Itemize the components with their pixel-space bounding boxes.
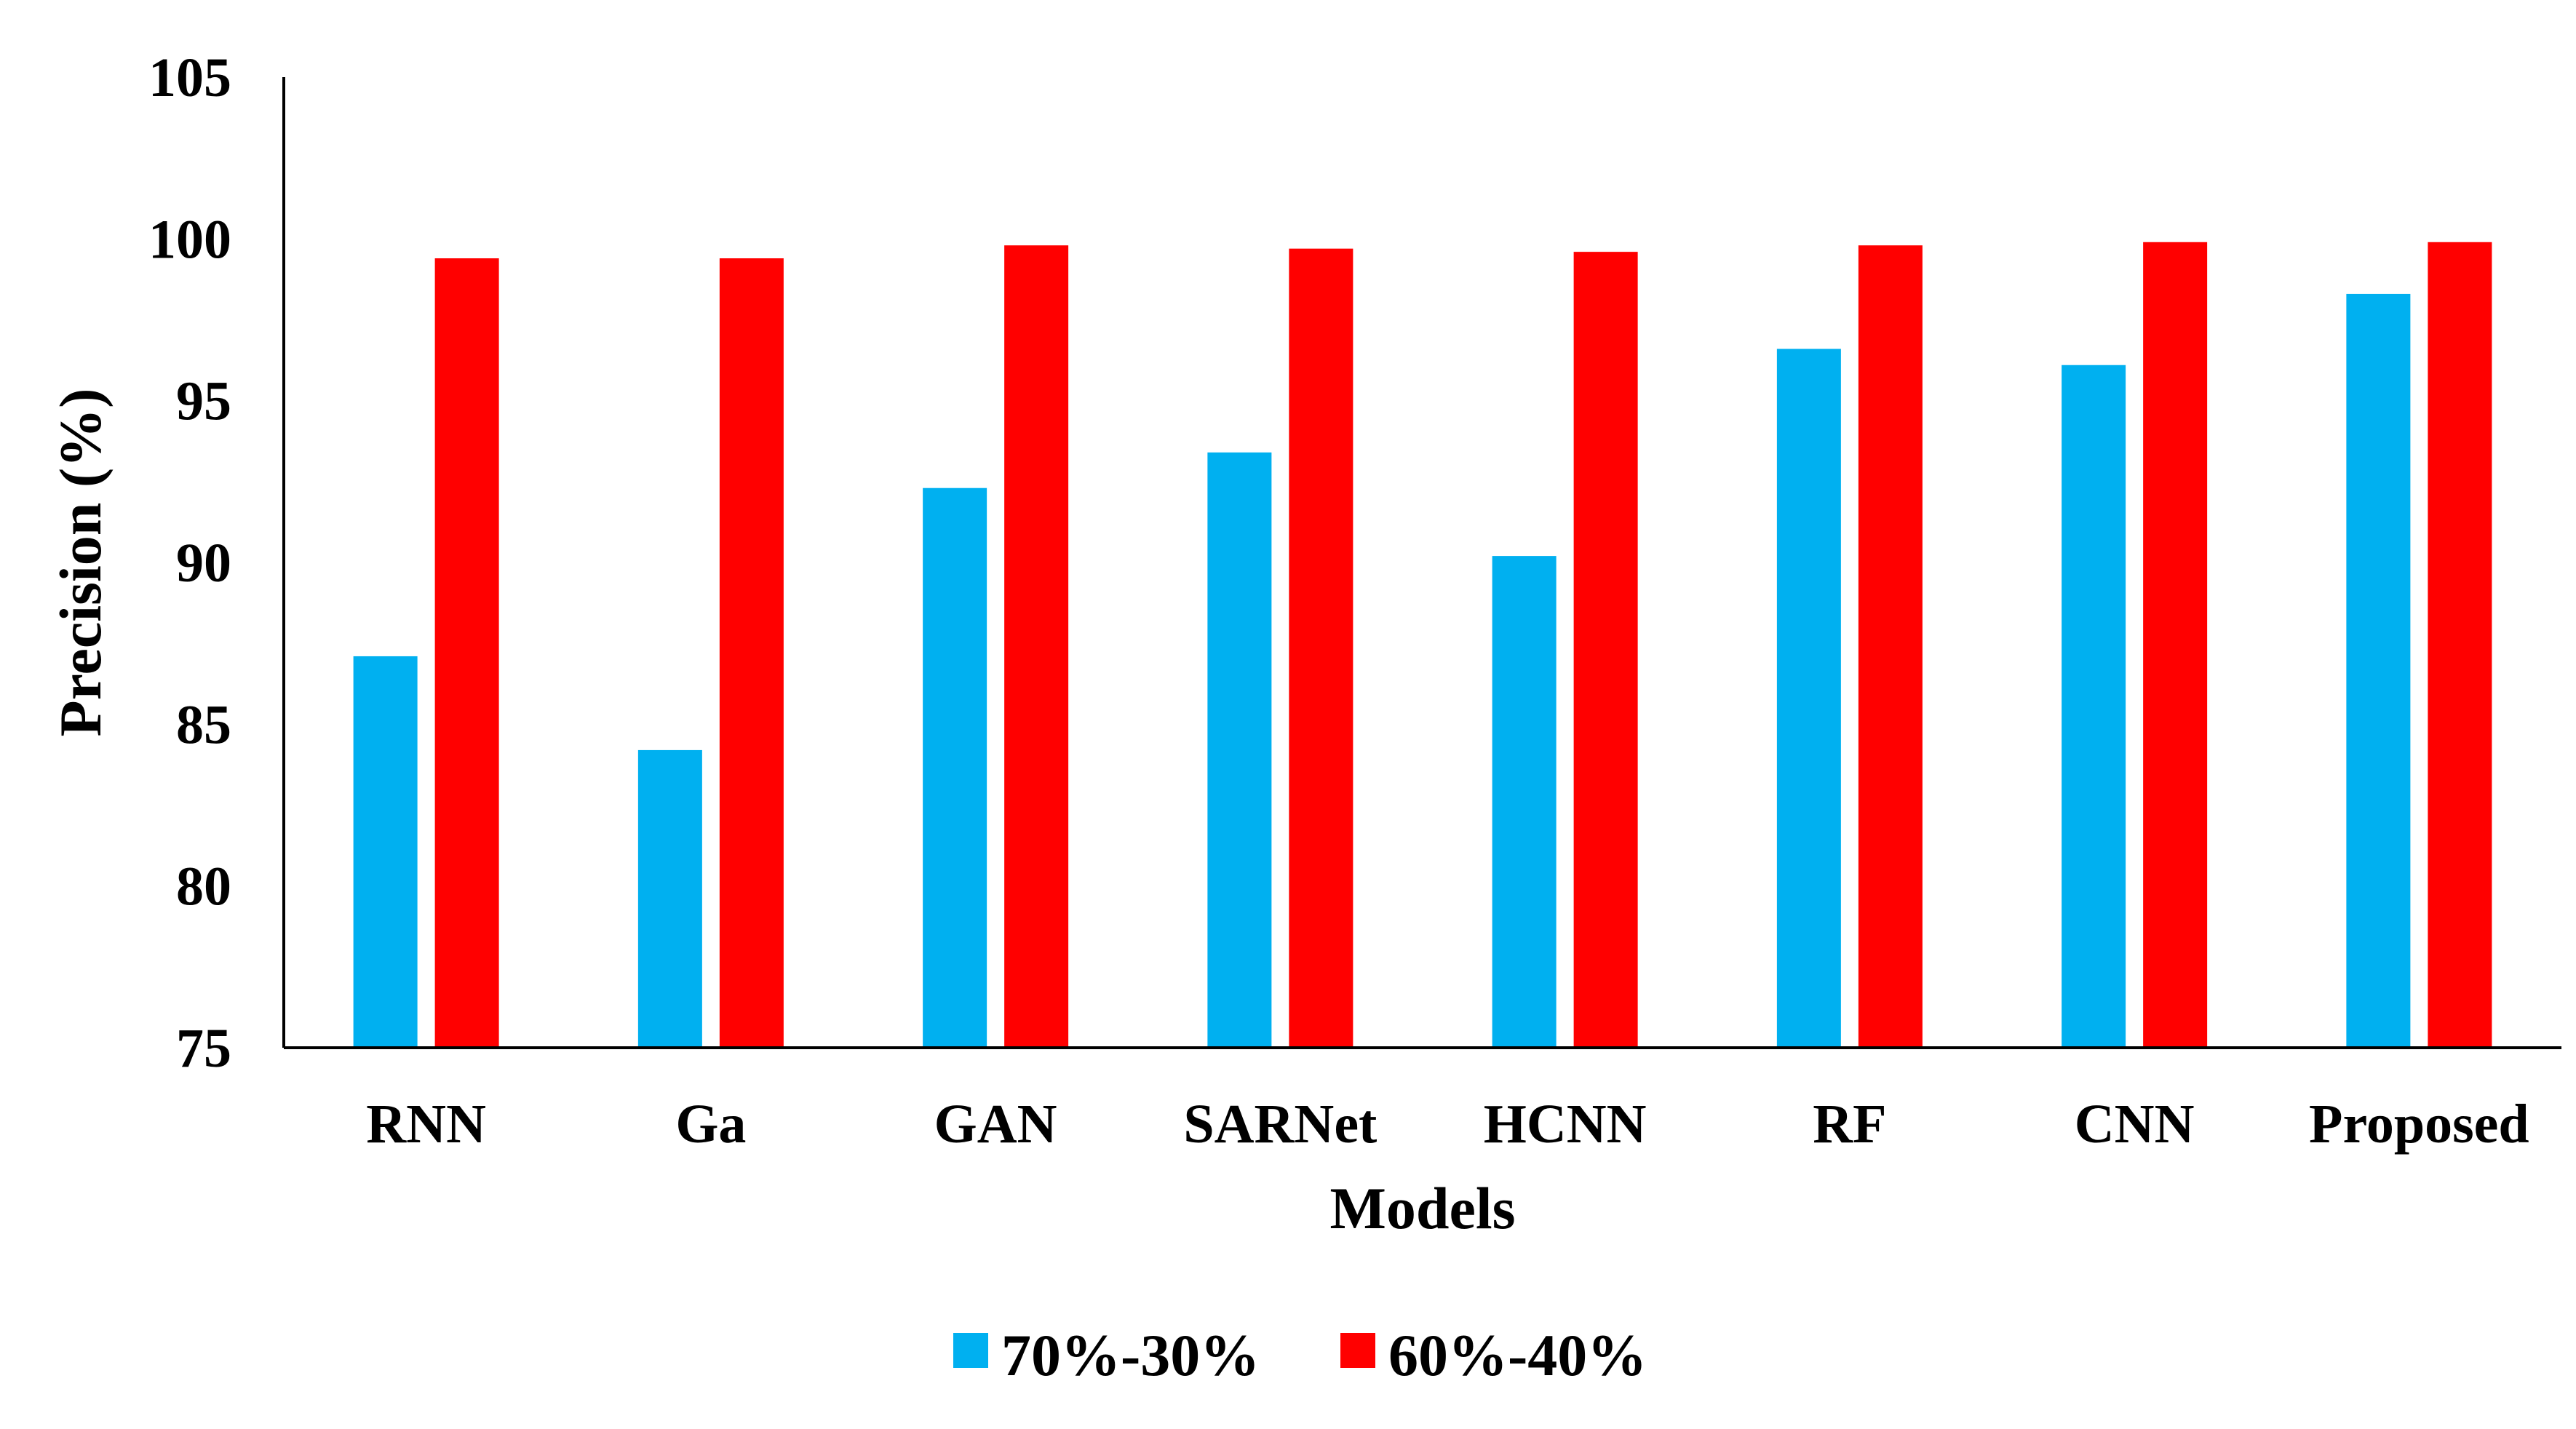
y-axis-title: Precision (%) xyxy=(47,389,114,737)
y-tick-label: 85 xyxy=(176,694,231,755)
x-axis-ticks: RNN Ga GAN SARNet HCNN RF CNN Proposed xyxy=(366,1094,2529,1155)
x-tick-label: Ga xyxy=(675,1094,746,1155)
bar-proposed-series-2 xyxy=(2428,242,2492,1048)
y-tick-label: 90 xyxy=(176,533,231,594)
bar-cnn-series-1 xyxy=(2062,365,2126,1048)
y-axis-ticks: 75 80 85 90 95 100 105 xyxy=(148,47,231,1079)
x-tick-label: RNN xyxy=(366,1094,486,1155)
legend-label: 70%-30% xyxy=(1001,1322,1260,1388)
y-tick-label: 100 xyxy=(148,209,231,270)
legend-swatch xyxy=(1340,1333,1375,1368)
bar-rnn-series-2 xyxy=(434,258,499,1048)
bar-rnn-series-1 xyxy=(353,656,418,1048)
bar-rf-series-1 xyxy=(1776,349,1841,1048)
y-tick-label: 105 xyxy=(148,47,231,108)
bar-hcnn-series-2 xyxy=(1573,252,1638,1048)
x-tick-label: GAN xyxy=(934,1094,1057,1155)
legend: 70%-30% 60%-40% xyxy=(953,1322,1647,1388)
x-tick-label: HCNN xyxy=(1484,1094,1647,1155)
legend-swatch xyxy=(953,1333,988,1368)
bar-cnn-series-2 xyxy=(2143,242,2208,1048)
y-tick-label: 95 xyxy=(176,371,231,432)
x-tick-label: CNN xyxy=(2075,1094,2195,1155)
bars xyxy=(353,242,2492,1048)
bar-proposed-series-1 xyxy=(2346,293,2411,1048)
bar-sarnet-series-1 xyxy=(1207,452,1272,1048)
x-tick-label: RF xyxy=(1813,1094,1886,1155)
y-tick-label: 75 xyxy=(176,1018,231,1079)
y-tick-label: 80 xyxy=(176,856,231,917)
bar-gan-series-2 xyxy=(1004,245,1069,1048)
bar-hcnn-series-1 xyxy=(1492,556,1557,1048)
bar-sarnet-series-2 xyxy=(1289,248,1353,1048)
x-tick-label: SARNet xyxy=(1183,1094,1377,1155)
bar-ga-series-1 xyxy=(637,749,702,1048)
bar-gan-series-1 xyxy=(923,487,987,1048)
bar-ga-series-2 xyxy=(719,258,784,1048)
legend-label: 60%-40% xyxy=(1388,1322,1647,1388)
x-axis-title: Models xyxy=(1329,1175,1515,1241)
bar-rf-series-2 xyxy=(1858,245,1923,1048)
x-tick-label: Proposed xyxy=(2309,1094,2529,1155)
